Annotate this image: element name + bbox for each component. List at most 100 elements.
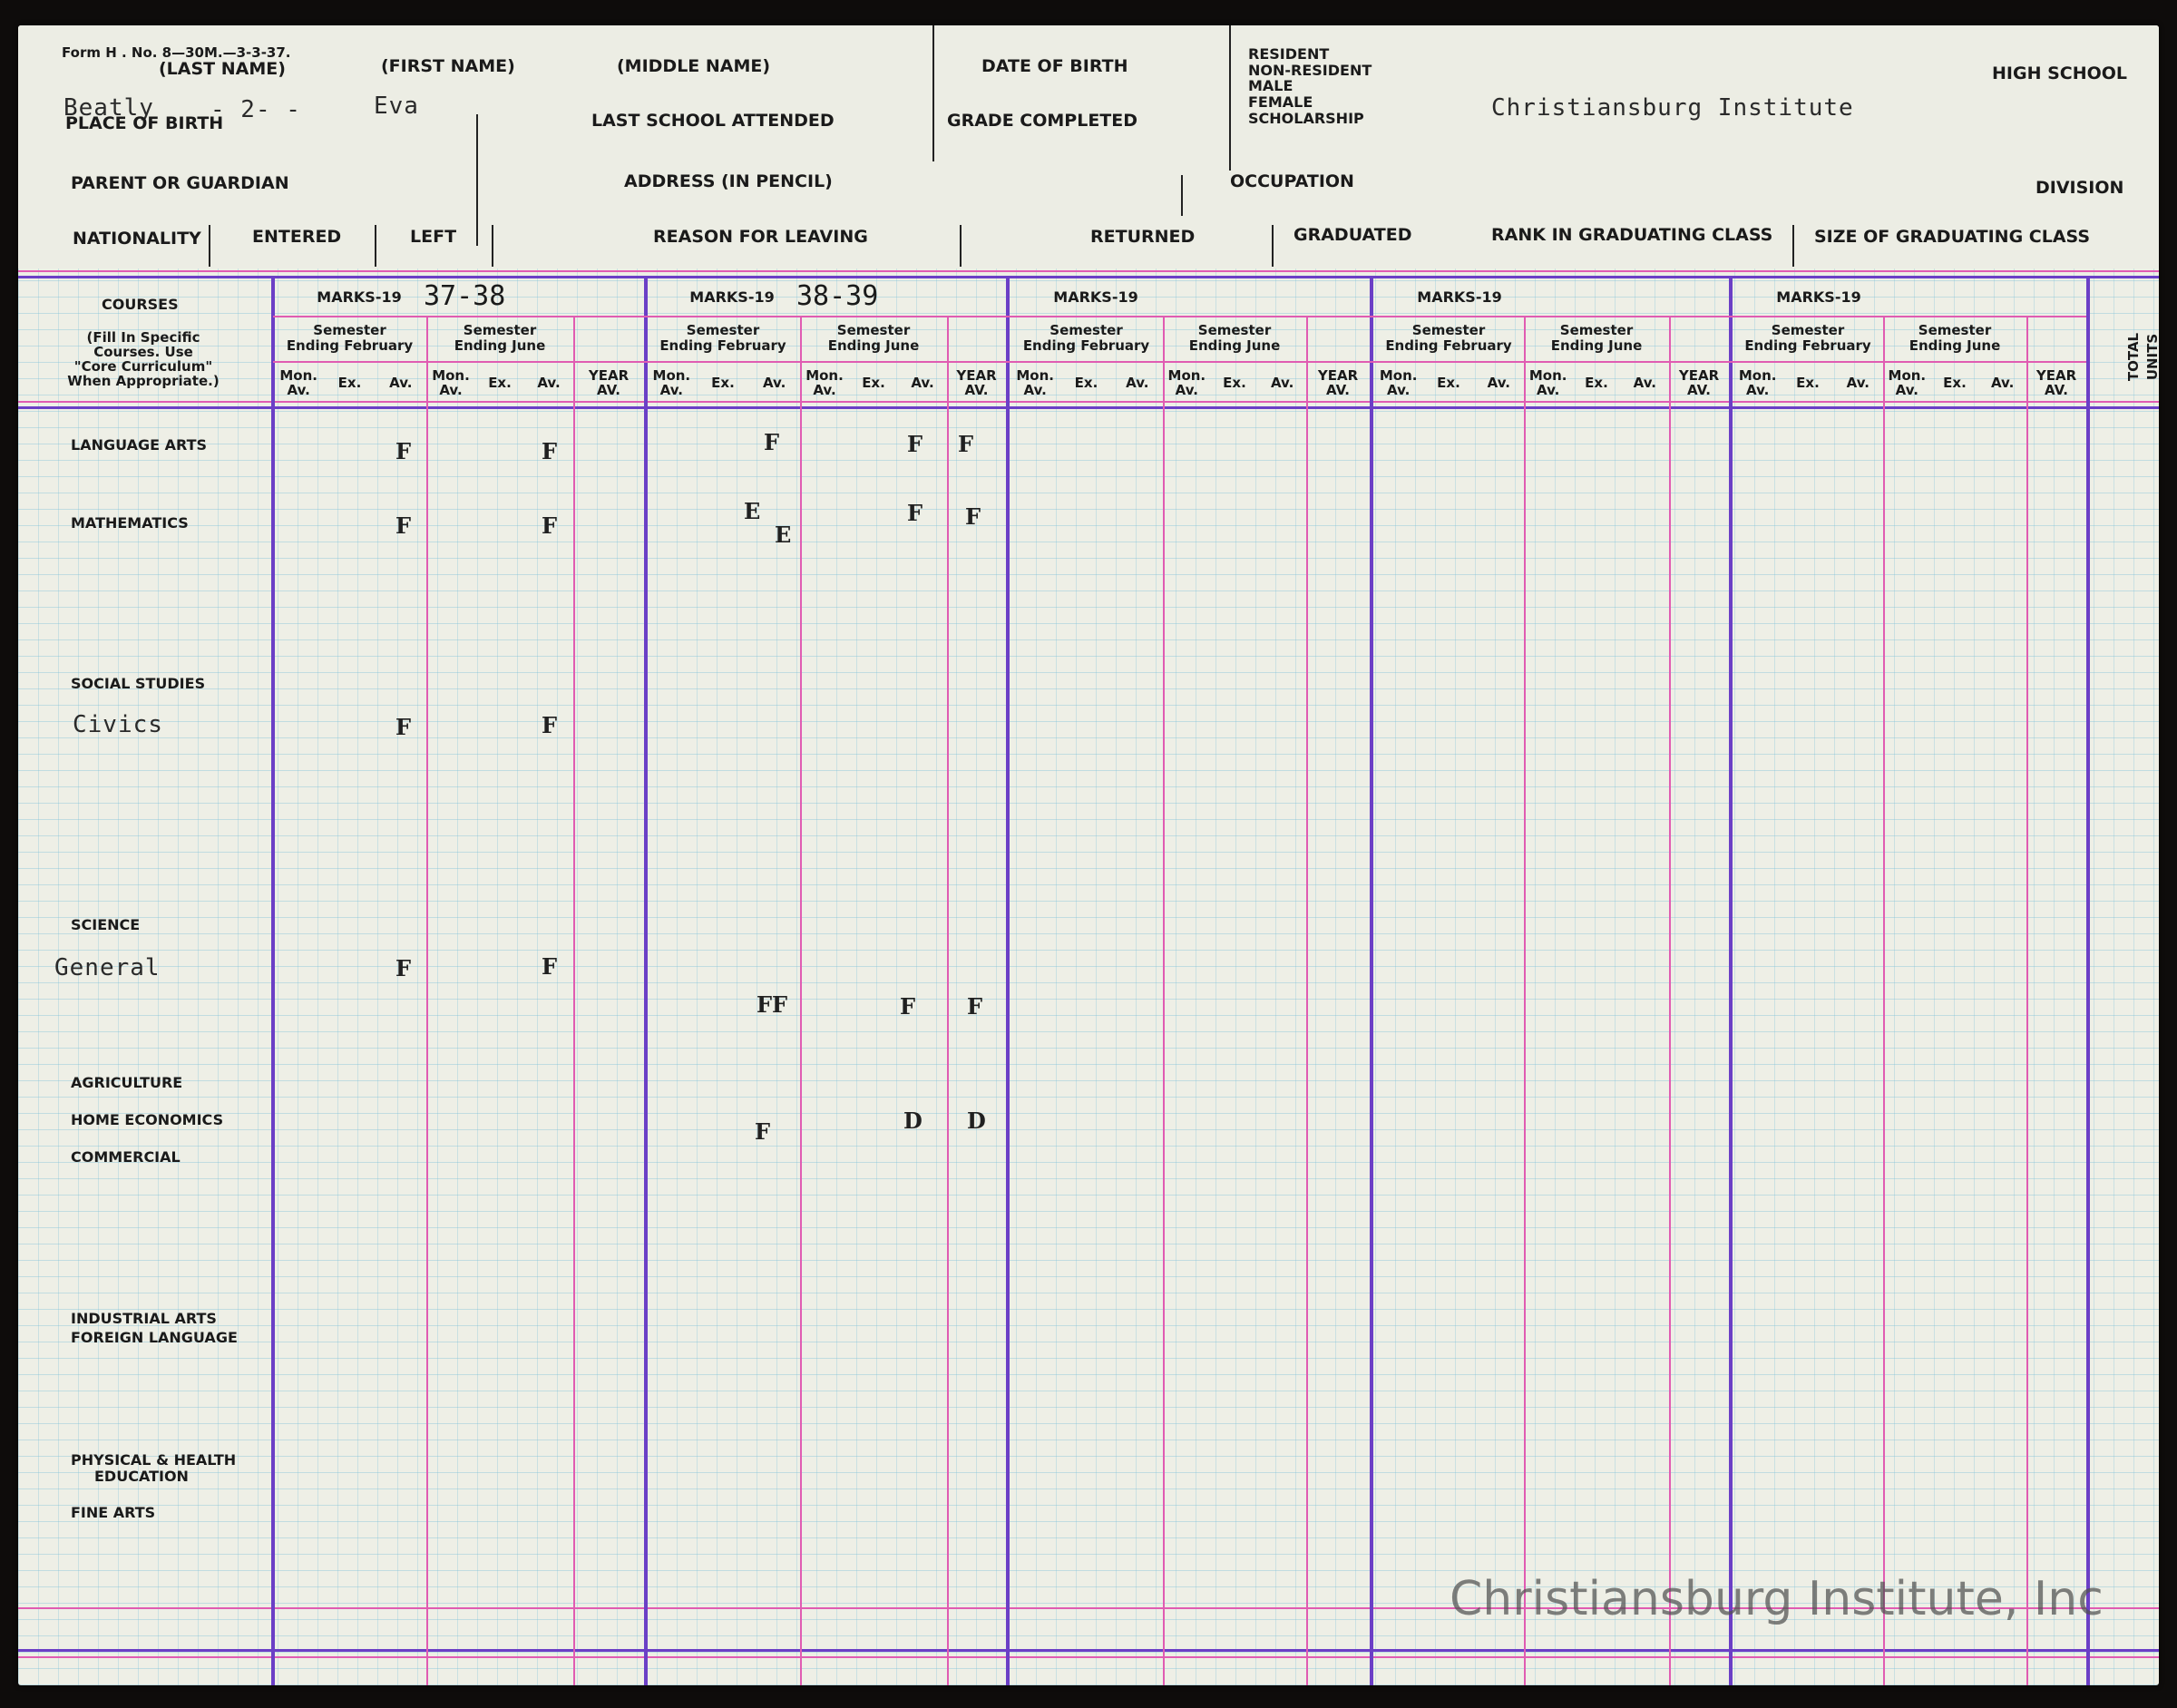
col-mon-label: Av. [1537,382,1560,398]
subject-education: EDUCATION [94,1468,189,1485]
col-av-label: Av. [1270,375,1294,391]
divider [18,270,2159,272]
courses-header: COURSES [102,296,179,313]
col-year-label: AV. [964,382,989,398]
divider [1883,316,1885,1685]
semester-feb-label: Semester [313,322,386,338]
grade-language-38-year: F [958,431,974,457]
grade-general-38-year: F [967,993,983,1020]
col-ex-label: Ex. [1223,375,1246,391]
col-mon-label: Mon. [1016,367,1054,384]
grade-civics-37-feb: F [395,714,412,740]
grade-home-38-june: D [903,1108,923,1134]
nationality-label: NATIONALITY [73,229,201,249]
col-ex-label: Ex. [1585,375,1608,391]
parent-label: PARENT OR GUARDIAN [71,173,289,193]
status-non-resident: NON-RESIDENT [1248,62,1372,79]
subject-foreign-language: FOREIGN LANGUAGE [71,1329,238,1346]
divider [18,1656,2159,1658]
grade-general-37-feb: F [395,955,412,981]
grade-general-38-june: F [900,993,916,1020]
courses-note-4: When Appropriate.) [67,373,220,389]
col-mon-label: Mon. [1167,367,1206,384]
grade-language-37-june: F [542,438,558,464]
semester-feb-label: Ending February [1385,337,1512,354]
division-label: DIVISION [2035,178,2124,198]
high-school-label: HIGH SCHOOL [1992,63,2128,83]
entered-label: ENTERED [252,227,342,247]
divider [960,225,962,267]
grade-language-37-feb: F [395,438,412,464]
col-year-label: AV. [1326,382,1350,398]
courses-note-2: Courses. Use [93,344,193,360]
divider [375,225,376,267]
subject-fine-arts: FINE ARTS [71,1504,156,1521]
col-av-label: Av. [1633,375,1656,391]
semester-june-label: Ending June [1909,337,2001,354]
course-civics: Civics [73,711,163,738]
semester-feb-label: Ending February [1022,337,1150,354]
total-units-2: UNITS [2144,333,2159,381]
subject-physical-health: PHYSICAL & HEALTH [71,1451,237,1469]
occupation-label: OCCUPATION [1230,171,1354,191]
subject-language-arts: LANGUAGE ARTS [71,436,208,454]
col-av-label: Av. [389,375,413,391]
grade-math-38-feb-first: E [744,498,761,524]
subject-home-economics: HOME ECONOMICS [71,1111,224,1128]
record-card: Form H . No. 8—30M.—3-3-37. (LAST NAME) … [18,25,2159,1685]
marks-year-value: 38-39 [796,280,879,312]
divider [18,401,2159,403]
divider [800,316,802,1685]
col-av-label: Av. [537,375,561,391]
semester-feb-label: Semester [1771,322,1845,338]
grade-completed-label: GRADE COMPLETED [947,111,1138,131]
divider [1272,225,1274,267]
divider [1370,276,1373,1685]
subject-science: SCIENCE [71,916,141,933]
semester-june-label: Ending June [1550,337,1643,354]
col-year-label: YEAR [956,367,997,384]
grade-home-38-feb: F [755,1118,771,1145]
marks-label: MARKS-19 [689,288,775,306]
middle-name-label: (MIDDLE NAME) [617,56,771,76]
marks-label: MARKS-19 [1053,288,1138,306]
course-general: General [54,954,161,981]
rank-label: RANK IN GRADUATING CLASS [1491,225,1773,245]
courses-note-3: "Core Curriculum" [73,358,213,375]
col-ex-label: Ex. [711,375,735,391]
divider [1229,25,1231,171]
status-scholarship: SCHOLARSHIP [1248,110,1364,127]
col-ex-label: Ex. [1943,375,1967,391]
divider [644,276,648,1685]
place-of-birth-label: PLACE OF BIRTH [65,113,224,133]
graduated-label: GRADUATED [1294,225,1412,245]
grade-math-37-feb: F [395,512,412,539]
col-mon-label: Av. [287,382,310,398]
col-ex-label: Ex. [862,375,885,391]
grade-general-38-feb: FF [757,991,788,1018]
subject-industrial-arts: INDUSTRIAL ARTS [71,1310,217,1327]
last-name-label: (LAST NAME) [159,59,286,79]
semester-feb-label: Ending February [1744,337,1871,354]
grade-math-38-year: F [965,503,981,530]
date-of-birth-label: DATE OF BIRTH [981,56,1128,76]
divider [1669,316,1671,1685]
school-value: Christiansburg Institute [1491,94,1854,122]
col-mon-label: Mon. [1888,367,1927,384]
grade-language-38-june: F [907,431,923,457]
left-label: LEFT [410,227,457,247]
col-mon-label: Av. [1387,382,1411,398]
marks-year-value: 37-38 [424,280,506,312]
subject-commercial: COMMERCIAL [71,1148,181,1166]
semester-june-label: Semester [463,322,537,338]
col-av-label: Av. [1487,375,1510,391]
col-mon-label: Av. [1895,382,1918,398]
divider [18,276,2159,278]
last-name-scribble: - 2- - [210,96,301,123]
divider [1729,276,1733,1685]
grade-math-37-june: F [542,512,558,539]
returned-label: RETURNED [1090,227,1196,247]
grade-math-38-june: F [907,500,923,526]
semester-feb-label: Semester [1049,322,1123,338]
reason-label: REASON FOR LEAVING [653,227,868,247]
